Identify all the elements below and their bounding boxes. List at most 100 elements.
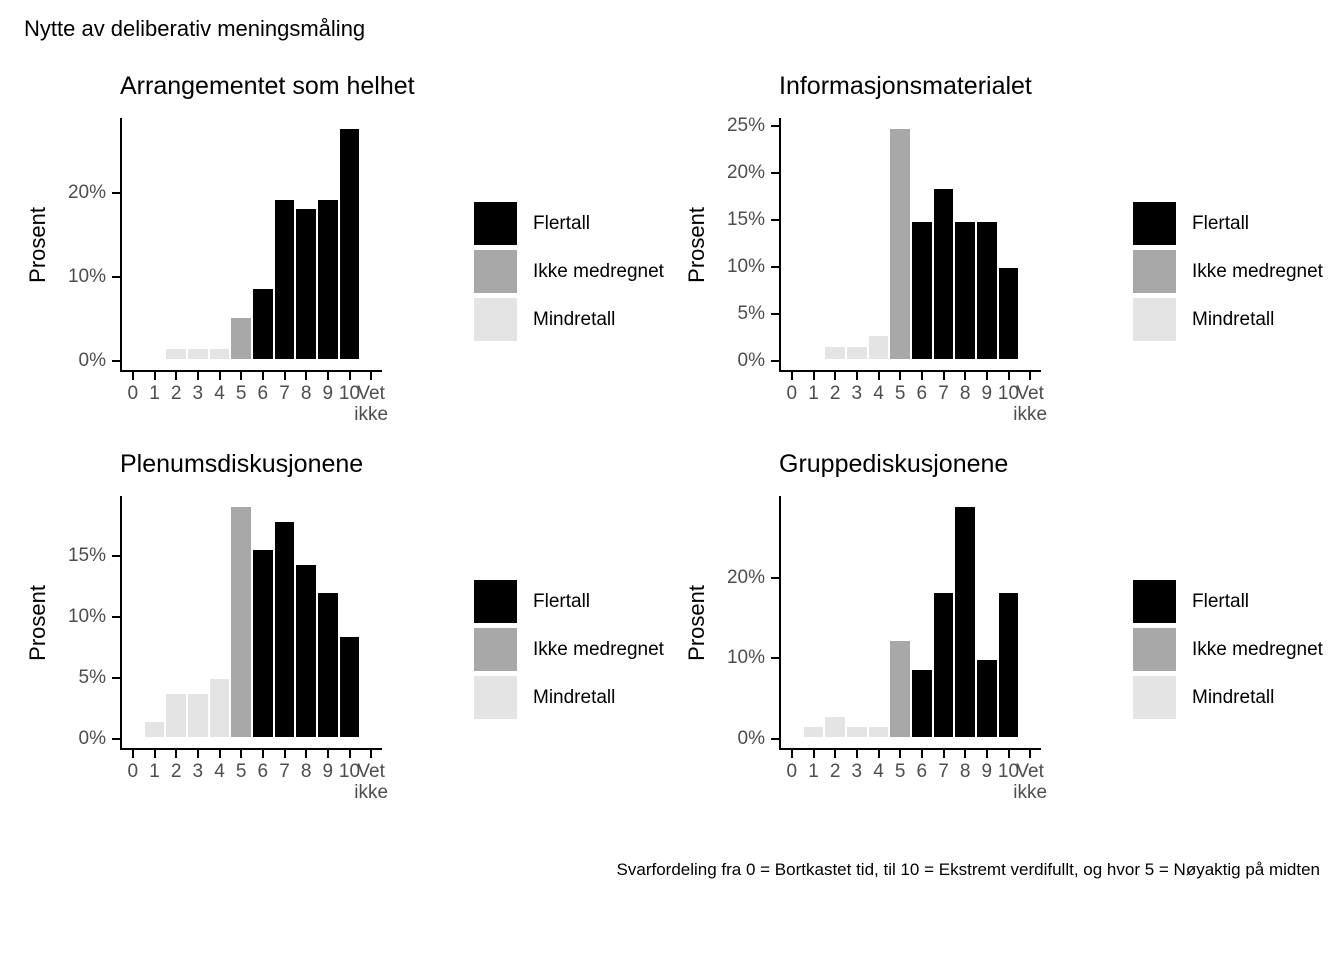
x-tick-label: 8 bbox=[959, 383, 971, 404]
bar-8 bbox=[955, 507, 975, 737]
chart-informasjonsmaterialet: Informasjonsmaterialet Prosent 0% 5% 10% 15… bbox=[683, 68, 1087, 430]
x-tick-label: 9 bbox=[322, 383, 334, 404]
chart-arrangementet: Arrangementet som helhet Prosent 0% 10% 20… bbox=[24, 68, 428, 430]
legend-label: Ikke medregnet bbox=[533, 260, 664, 282]
x-tick-label: 4 bbox=[873, 383, 884, 404]
legend-label: Flertall bbox=[1192, 212, 1250, 234]
y-tick-label: 15% bbox=[726, 208, 765, 230]
bar-4 bbox=[868, 336, 889, 359]
y-tick-label: 0% bbox=[78, 349, 106, 371]
x-tick bbox=[175, 750, 178, 758]
x-tick-label: 3 bbox=[192, 383, 204, 404]
legend-item-mindretall: Mindretall bbox=[474, 298, 664, 341]
y-tick-label: 15% bbox=[67, 544, 106, 566]
panel-arrangementet: Arrangementet som helhet Prosent 0% 10% 20… bbox=[24, 68, 683, 430]
bar-9 bbox=[318, 199, 338, 359]
x-tick bbox=[985, 372, 988, 380]
x-tick-label: 0 bbox=[786, 383, 798, 404]
x-tick bbox=[305, 750, 308, 758]
bar-5 bbox=[231, 507, 251, 737]
y-axis: 0% 5% 10% 15% 20% 25% bbox=[711, 114, 779, 372]
legend-item-flertall: Flertall bbox=[1133, 580, 1323, 623]
y-tick bbox=[771, 265, 779, 268]
bar-6 bbox=[912, 222, 932, 359]
x-tick-label: 2 bbox=[829, 383, 841, 404]
bar-4 bbox=[868, 726, 889, 737]
x-tick bbox=[899, 750, 902, 758]
chart-title: Arrangementet som helhet bbox=[120, 72, 415, 100]
x-tick-label: 7 bbox=[279, 761, 290, 782]
bar-7 bbox=[933, 593, 954, 737]
x-tick bbox=[305, 372, 308, 380]
legend-item-ikke-medregnet: Ikke medregnet bbox=[1133, 250, 1323, 293]
figure-caption: Svarfordeling fra 0 = Bortkastet tid, ti… bbox=[616, 860, 1320, 879]
x-tick bbox=[370, 372, 373, 380]
bar-1 bbox=[803, 726, 824, 737]
x-tick-label: Vet ikke bbox=[354, 383, 389, 425]
y-tick-label: 20% bbox=[726, 567, 765, 589]
legend-item-ikke-medregnet: Ikke medregnet bbox=[474, 250, 664, 293]
bar-4 bbox=[209, 348, 230, 359]
legend-item-mindretall: Mindretall bbox=[1133, 676, 1323, 719]
bar-9 bbox=[977, 660, 997, 737]
legend-key-swatch bbox=[1133, 676, 1176, 719]
legend: Flertall Ikke medregnet Mindretall bbox=[474, 580, 664, 719]
y-tick-label: 0% bbox=[78, 727, 106, 749]
x-tick bbox=[261, 750, 264, 758]
y-tick bbox=[771, 218, 779, 221]
plot-area bbox=[120, 496, 382, 750]
x-tick bbox=[348, 750, 351, 758]
figure: Nytte av deliberativ meningsmåling Arran… bbox=[24, 16, 1323, 879]
x-tick-label: 7 bbox=[938, 383, 949, 404]
x-tick-label: 5 bbox=[894, 761, 906, 782]
y-tick-label: 20% bbox=[67, 182, 106, 204]
bar-3 bbox=[188, 693, 208, 737]
x-tick bbox=[283, 750, 286, 758]
y-tick bbox=[112, 359, 120, 362]
x-tick-label: 5 bbox=[235, 761, 247, 782]
legend-label: Mindretall bbox=[533, 686, 616, 708]
x-tick bbox=[834, 750, 837, 758]
y-tick bbox=[771, 737, 779, 740]
x-tick-label: Vet ikke bbox=[354, 761, 389, 803]
legend-label: Flertall bbox=[533, 590, 591, 612]
x-tick bbox=[261, 372, 264, 380]
y-tick-label: 0% bbox=[737, 349, 765, 371]
x-tick-label: 0 bbox=[786, 761, 798, 782]
x-tick bbox=[326, 372, 329, 380]
y-axis: 0% 10% 20% bbox=[52, 118, 120, 372]
y-tick-label: 0% bbox=[737, 727, 765, 749]
x-tick-label: 6 bbox=[257, 383, 269, 404]
bar-10 bbox=[998, 268, 1019, 359]
x-tick bbox=[196, 750, 199, 758]
x-tick-label: 7 bbox=[938, 761, 949, 782]
y-tick bbox=[112, 554, 120, 557]
y-axis-title: Prosent bbox=[25, 207, 50, 283]
x-tick-label: 3 bbox=[851, 383, 863, 404]
y-tick-label: 25% bbox=[726, 114, 765, 136]
x-tick-label: 6 bbox=[916, 383, 928, 404]
plot-area bbox=[779, 118, 1041, 372]
x-tick-label: 0 bbox=[127, 761, 139, 782]
bar-10 bbox=[998, 593, 1019, 737]
x-tick-label: Vet ikke bbox=[1013, 761, 1048, 803]
y-axis: 0% 10% 20% bbox=[711, 496, 779, 750]
legend-item-flertall: Flertall bbox=[1133, 202, 1323, 245]
chart-plenumsdiskusjonene: Plenumsdiskusjonene Prosent 0% 5% 10% 15% 0… bbox=[24, 446, 428, 808]
legend-label: Ikke medregnet bbox=[1192, 638, 1323, 660]
x-tick bbox=[218, 372, 221, 380]
bar-6 bbox=[912, 670, 932, 737]
y-tick-label: 10% bbox=[67, 265, 106, 287]
y-axis-title: Prosent bbox=[684, 207, 709, 283]
x-tick-label: 8 bbox=[959, 761, 971, 782]
x-tick-label: 4 bbox=[873, 761, 884, 782]
legend-key-swatch bbox=[474, 298, 517, 341]
y-tick bbox=[112, 615, 120, 618]
x-tick bbox=[877, 750, 880, 758]
x-tick bbox=[920, 372, 923, 380]
x-tick-label: 5 bbox=[235, 383, 247, 404]
bar-2 bbox=[825, 347, 845, 359]
legend: Flertall Ikke medregnet Mindretall bbox=[1133, 580, 1323, 719]
y-tick bbox=[771, 657, 779, 660]
x-tick bbox=[942, 750, 945, 758]
